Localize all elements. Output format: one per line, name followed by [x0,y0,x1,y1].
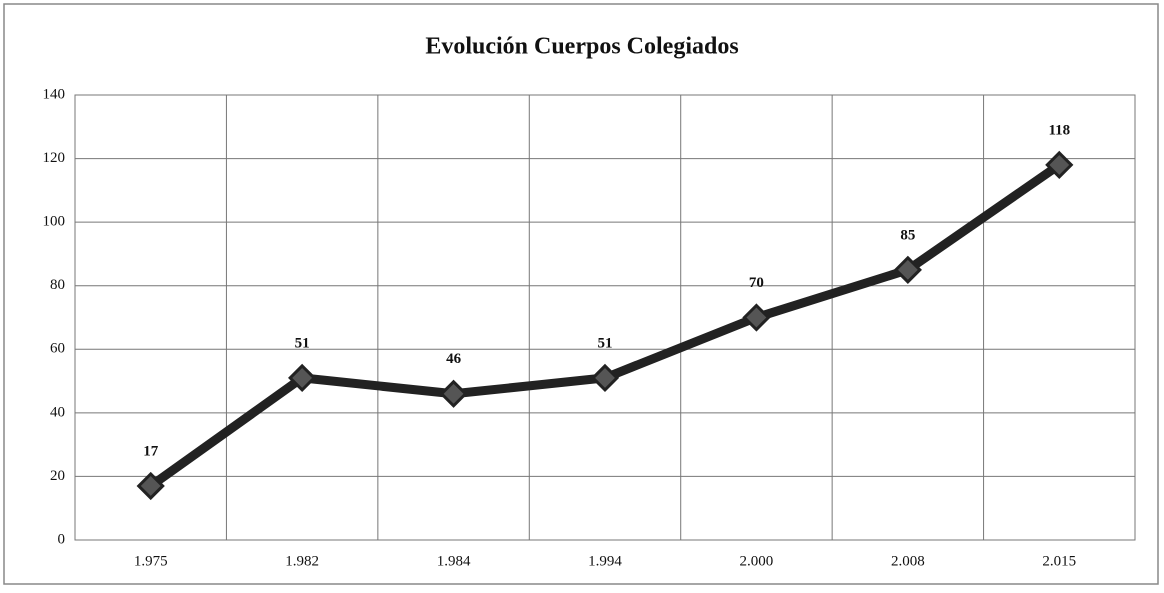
plot-area [74,94,1136,541]
data-marker [590,363,620,393]
chart-title: Evolución Cuerpos Colegiados [425,34,738,60]
y-tick-label: 0 [58,531,66,547]
x-tick-label: 1.975 [134,553,168,569]
x-tick-label: 2.015 [1042,553,1076,569]
data-marker [893,255,922,284]
x-tick-label: 1.994 [588,553,622,569]
y-tick-label: 60 [50,341,65,357]
y-tick-label: 120 [43,150,66,166]
x-tick-label: 2.008 [891,553,925,569]
y-tick-label: 100 [43,214,66,230]
data-label: 70 [749,275,764,291]
x-tick-label: 1.984 [437,553,471,569]
data-label: 51 [598,335,613,351]
data-marker [288,363,317,393]
y-tick-label: 140 [43,86,66,102]
data-label: 118 [1048,122,1070,138]
y-tick-label: 80 [50,277,65,293]
y-tick-label: 20 [50,468,65,484]
data-marker [742,303,771,332]
data-label: 51 [295,335,310,351]
data-label: 46 [446,351,462,367]
data-label: 85 [900,227,915,243]
x-tick-label: 2.000 [740,553,774,569]
y-tick-label: 40 [50,404,65,420]
data-label: 17 [143,443,159,459]
data-marker [1045,150,1074,180]
x-tick-label: 1.982 [285,553,319,569]
data-marker [439,379,468,408]
data-marker [136,471,165,501]
